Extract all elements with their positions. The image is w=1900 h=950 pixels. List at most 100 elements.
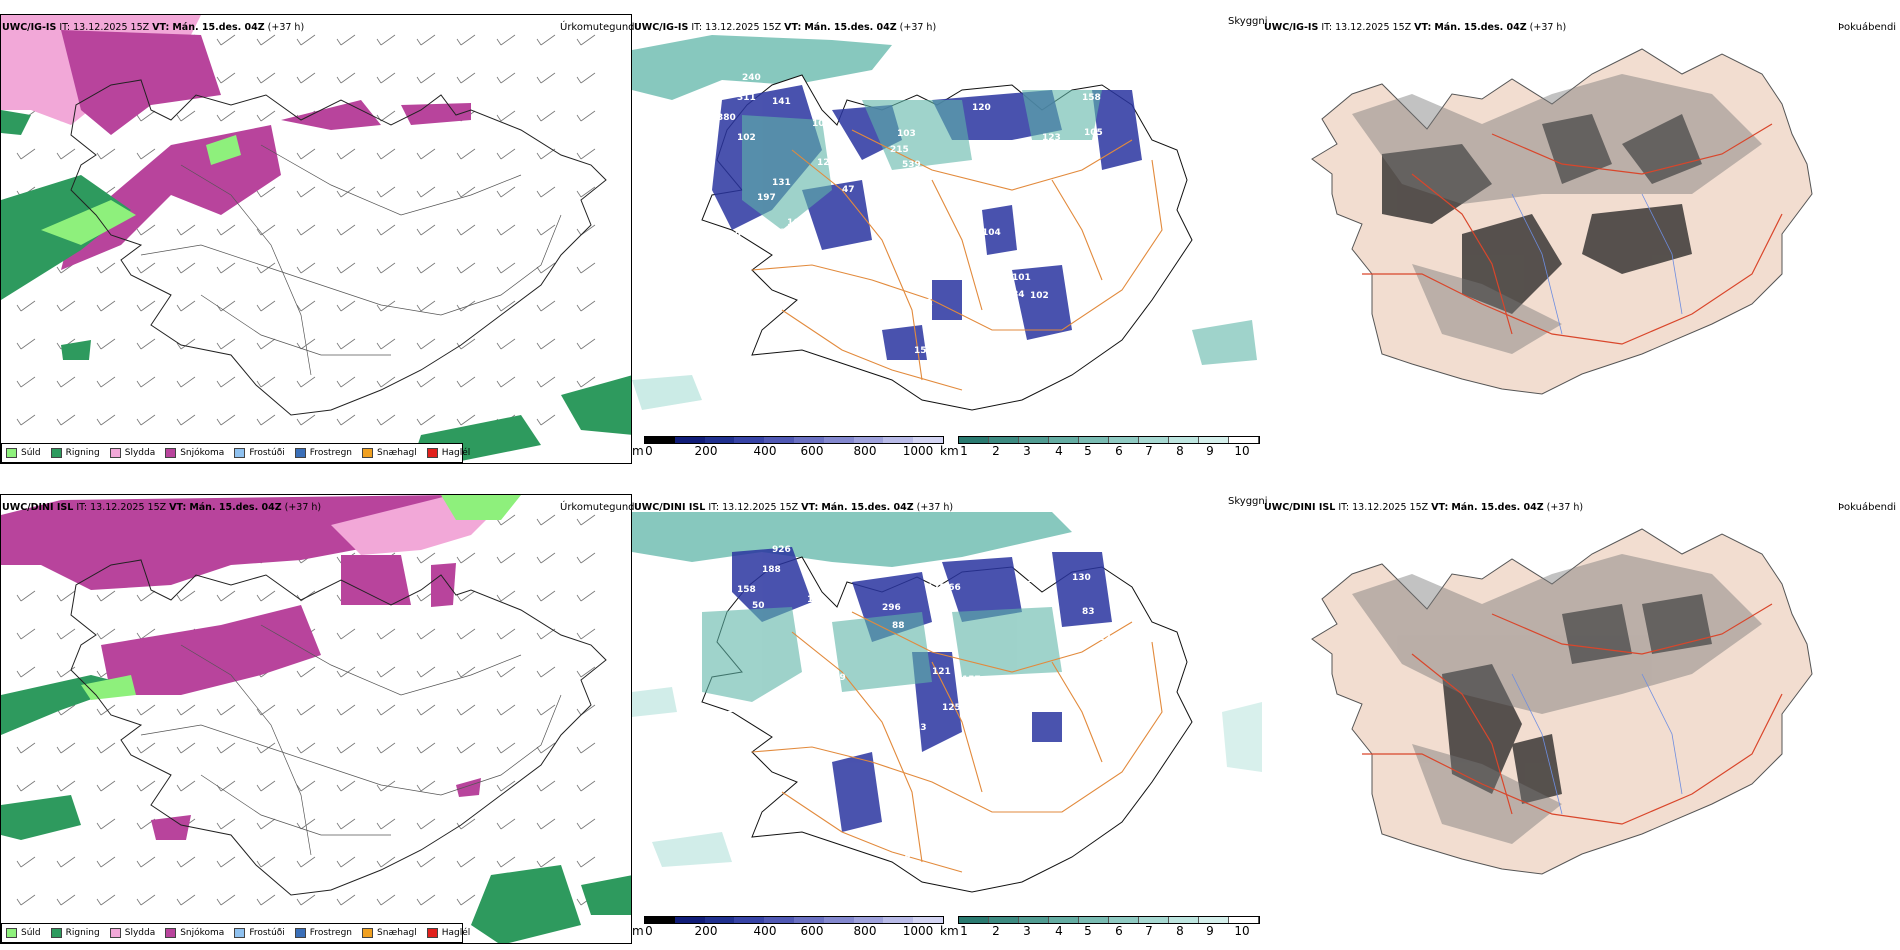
iceland-outline — [70, 79, 607, 416]
wind-barb — [536, 224, 556, 236]
row1-left-header: UWC/IG-IS IT: 13.12.2025 15Z VT: Mán. 15… — [2, 22, 305, 33]
wind-barb — [576, 552, 596, 564]
fog-map-canvas — [1311, 528, 1813, 875]
lead-time: (+37 h) — [1546, 502, 1584, 513]
wind-barb — [336, 628, 356, 640]
wind-barb — [336, 780, 356, 792]
wind-barb — [296, 742, 316, 754]
visibility-colorbar: km 1 2 3 4 5 6 7 8 9 10 — [940, 916, 1260, 942]
wind-barb — [496, 300, 516, 312]
ceiling-label: 158 — [737, 585, 756, 595]
wind-barb — [176, 262, 196, 274]
fog-indicator-map-row1 — [1262, 34, 1900, 464]
wind-barb — [216, 894, 236, 906]
valid-time: Mán. 15.des. 04Z — [189, 502, 282, 513]
wind-barb — [536, 262, 556, 274]
fog-rivers — [1511, 193, 1683, 335]
wind-barb — [296, 262, 316, 274]
wind-barb — [456, 262, 476, 274]
wind-barb — [256, 704, 276, 716]
ceiling-label: 47 — [842, 185, 855, 195]
wind-barb — [336, 338, 356, 350]
wind-barb — [336, 704, 356, 716]
wind-barb — [96, 818, 116, 830]
wind-barb — [216, 300, 236, 312]
wind-barb — [416, 414, 436, 426]
wind-barb — [216, 224, 236, 236]
wind-barb — [176, 110, 196, 122]
wind-barb — [336, 414, 356, 426]
ceiling-label: 84 — [1012, 290, 1025, 300]
ceiling-label: 102 — [737, 133, 756, 143]
visibility-unit: km — [940, 924, 959, 938]
wind-barb — [456, 300, 476, 312]
wind-barb — [256, 742, 276, 754]
wind-barb — [496, 666, 516, 678]
wind-barb — [96, 894, 116, 906]
fog-grey-areas — [1352, 74, 1762, 354]
wind-barb — [136, 628, 156, 640]
visibility-map-row1: 240 311 141 380 102 106 103 215 539 131 … — [632, 30, 1262, 440]
wind-barb — [496, 110, 516, 122]
wind-barb — [376, 742, 396, 754]
wind-barb — [576, 818, 596, 830]
wind-barb — [416, 666, 436, 678]
wind-barb — [56, 300, 76, 312]
wind-barb — [536, 704, 556, 716]
wind-barb — [296, 414, 316, 426]
ceiling-label: 13 — [914, 723, 927, 733]
wind-barb — [96, 590, 116, 602]
precip-areas — [1, 15, 631, 463]
wind-barb — [416, 224, 436, 236]
wind-barb — [256, 590, 276, 602]
wind-barb — [456, 34, 476, 46]
wind-barb — [136, 590, 156, 602]
model-name: UWC/IG-IS — [634, 22, 689, 33]
precip-type-map-row2: Súld Rigning Slydda Snjókoma Frostúði Fr… — [0, 494, 632, 944]
visibility-map-canvas: 240 311 141 380 102 106 103 215 539 131 … — [632, 35, 1257, 411]
wind-barb — [416, 34, 436, 46]
ceiling-label: 104 — [982, 228, 1001, 238]
wind-barb — [496, 72, 516, 84]
wind-barb — [96, 704, 116, 716]
wind-barb — [16, 780, 36, 792]
wind-barb — [536, 148, 556, 160]
ceiling-label: 157 — [914, 346, 933, 356]
ceiling-colorbar-strip — [644, 436, 944, 444]
wind-barb — [296, 300, 316, 312]
visibility-colorbar-strip — [958, 436, 1260, 444]
wind-barb — [16, 856, 36, 868]
wind-barb — [296, 224, 316, 236]
wind-barb — [576, 34, 596, 46]
wind-barb — [96, 148, 116, 160]
wind-barb — [456, 704, 476, 716]
legend-item-hail: Haglél — [426, 928, 470, 938]
wind-barb — [176, 224, 196, 236]
wind-barb — [376, 704, 396, 716]
wind-barb — [176, 300, 196, 312]
wind-barb — [136, 376, 156, 388]
wind-barb — [376, 72, 396, 84]
ceiling-label: 60 — [782, 711, 795, 721]
visibility-colorbar: km 1 2 3 4 5 6 7 8 9 10 — [940, 436, 1260, 462]
wind-barb — [376, 262, 396, 274]
wind-barb — [96, 338, 116, 350]
init-time: 13.12.2025 15Z — [722, 502, 799, 513]
wind-barb — [136, 894, 156, 906]
legend-item-sleet: Slydda — [109, 928, 155, 938]
wind-barb — [536, 110, 556, 122]
wind-barb — [96, 742, 116, 754]
legend-item-drizzle: Súld — [6, 928, 41, 938]
wind-barb — [376, 376, 396, 388]
wind-barb — [176, 742, 196, 754]
precip-type-legend: Súld Rigning Slydda Snjókoma Frostúði Fr… — [1, 923, 470, 943]
valid-time: Mán. 15.des. 04Z — [172, 22, 265, 33]
ceiling-label: 131 — [787, 239, 806, 249]
row1-middle-header: UWC/IG-IS IT: 13.12.2025 15Z VT: Mán. 15… — [634, 22, 937, 33]
wind-barb — [496, 628, 516, 640]
wind-barb — [16, 590, 36, 602]
fog-roads — [1362, 603, 1783, 825]
wind-barb — [16, 300, 36, 312]
low-visibility-cloud — [632, 35, 1257, 410]
wind-barb — [136, 224, 156, 236]
